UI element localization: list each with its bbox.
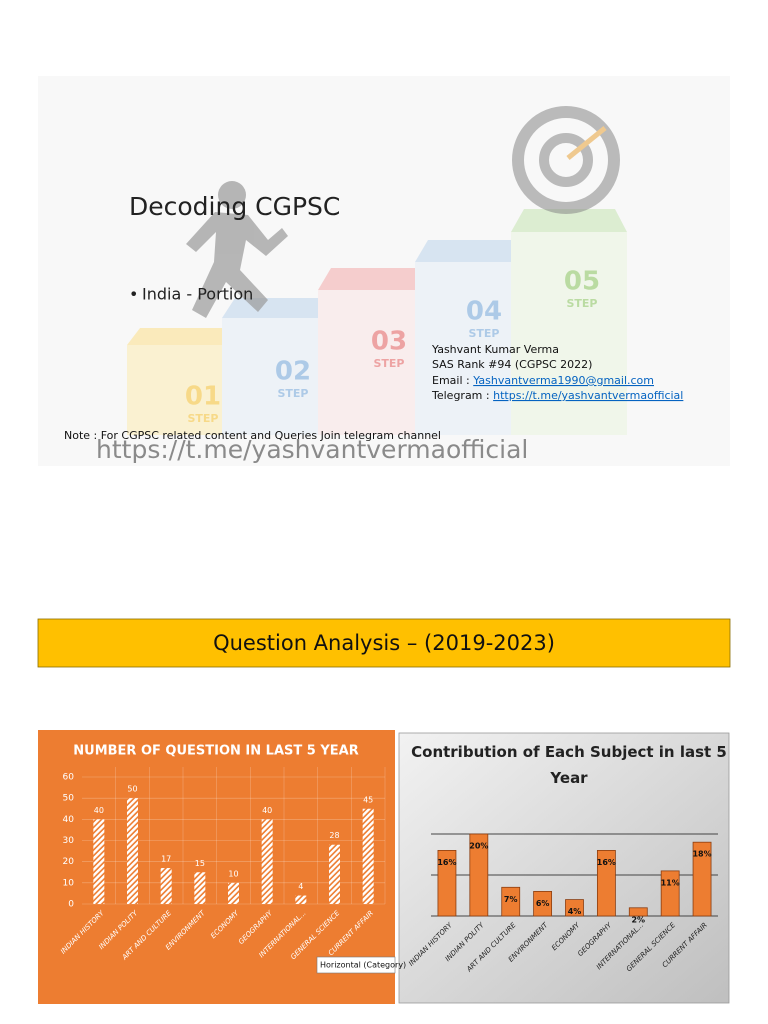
target-icon xyxy=(512,106,620,214)
telegram-link[interactable]: https://t.me/yashvantvermaofficial xyxy=(493,389,683,402)
author: Yashvant Kumar Verma xyxy=(431,343,559,356)
bar xyxy=(565,899,584,917)
step-number: 03 xyxy=(371,327,407,357)
step-number: 02 xyxy=(275,357,311,387)
data-label: 4 xyxy=(298,882,303,891)
telegram-label: Telegram : xyxy=(431,389,493,402)
rank: SAS Rank #94 (CGPSC 2022) xyxy=(432,358,592,371)
data-label: 50 xyxy=(127,785,137,794)
y-tick-label: 40 xyxy=(63,815,75,825)
bar xyxy=(329,844,340,904)
bar xyxy=(596,850,616,917)
step-word: STEP xyxy=(277,387,308,400)
telegram-row: Telegram : https://t.me/yashvantvermaoff… xyxy=(431,389,683,402)
runner-icon xyxy=(186,181,288,318)
bar xyxy=(160,868,172,904)
bar xyxy=(692,841,712,917)
step-word: STEP xyxy=(373,357,404,370)
bar xyxy=(533,891,553,917)
tooltip: Horizontal (Category) xyxy=(320,961,406,970)
data-label: 16% xyxy=(597,858,616,867)
email-row: Email : Yashvantverma1990@gmail.com xyxy=(432,374,654,387)
bar xyxy=(469,833,489,917)
data-label: 4% xyxy=(568,907,582,916)
contact: Yashvant Kumar Verma SAS Rank #94 (CGPSC… xyxy=(431,343,683,402)
data-label: 16% xyxy=(437,858,456,867)
bar xyxy=(437,850,457,917)
y-tick-label: 60 xyxy=(63,773,75,783)
step-number: 01 xyxy=(185,382,221,412)
y-tick-label: 0 xyxy=(68,900,74,910)
step-number: 05 xyxy=(564,267,600,297)
bar xyxy=(295,895,307,904)
step-word: STEP xyxy=(566,297,597,310)
tooltip-box xyxy=(316,956,396,974)
email-link[interactable]: Yashvantverma1990@gmail.com xyxy=(472,374,654,387)
bar xyxy=(127,798,138,904)
bar xyxy=(501,886,521,917)
data-label: 45 xyxy=(363,795,373,804)
bar xyxy=(362,808,374,904)
email-label: Email : xyxy=(432,374,473,387)
data-label: 28 xyxy=(329,831,339,840)
bar xyxy=(93,819,105,904)
bullet-text: India - Portion xyxy=(142,285,253,304)
data-label: 10 xyxy=(228,869,238,878)
banner xyxy=(37,618,731,668)
bar xyxy=(228,882,239,904)
data-label: 15 xyxy=(195,859,205,868)
data-label: 20% xyxy=(469,842,488,851)
step-number: 04 xyxy=(466,297,502,327)
bar xyxy=(261,819,273,904)
chart-title: Contribution of Each Subject in last 5 Ye… xyxy=(411,743,727,787)
bullet-marker: • xyxy=(129,285,138,304)
data-label: 40 xyxy=(94,806,104,815)
step-word: STEP xyxy=(187,412,218,425)
y-tick-label: 10 xyxy=(63,878,75,888)
y-tick-label: 30 xyxy=(63,836,75,846)
banner-title: Question Analysis – (2019-2023) xyxy=(213,631,555,655)
data-label: 17 xyxy=(161,855,171,864)
bar xyxy=(628,907,648,917)
data-label: 11% xyxy=(661,878,680,887)
channel-link[interactable]: https://t.me/yashvantvermaofficial xyxy=(96,435,528,464)
data-label: 40 xyxy=(262,806,272,815)
data-label: 18% xyxy=(692,850,711,859)
bar xyxy=(194,872,206,904)
y-tick-label: 20 xyxy=(63,857,75,867)
data-label: 6% xyxy=(536,899,550,908)
note: Note : For CGPSC related content and Que… xyxy=(64,429,441,442)
step-word: STEP xyxy=(468,327,499,340)
data-label: 7% xyxy=(504,895,518,904)
data-label: 2% xyxy=(631,915,645,924)
y-tick-label: 50 xyxy=(63,794,75,804)
slide-title: Decoding CGPSC xyxy=(129,192,340,221)
bar xyxy=(660,870,680,917)
chart-title: NUMBER OF QUESTION IN LAST 5 YEAR xyxy=(73,744,358,759)
